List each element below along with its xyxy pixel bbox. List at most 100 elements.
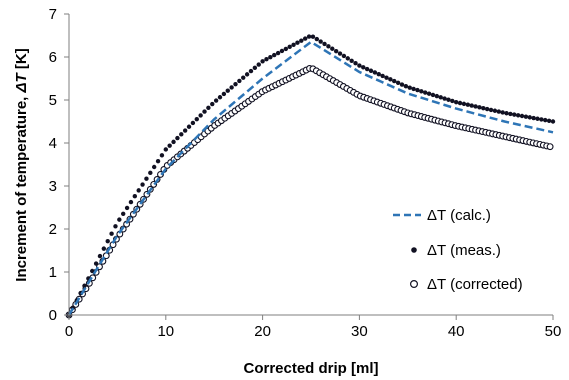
measured-point bbox=[488, 107, 494, 113]
measured-point bbox=[477, 105, 482, 110]
measured-point bbox=[461, 101, 467, 107]
measured-point bbox=[446, 97, 451, 102]
measured-point bbox=[167, 143, 172, 148]
measured-point bbox=[264, 57, 269, 62]
measured-point bbox=[291, 42, 296, 47]
y-tick-label: 7 bbox=[49, 6, 57, 23]
measured-point bbox=[275, 50, 281, 56]
measured-point bbox=[109, 231, 114, 236]
measured-point bbox=[202, 109, 207, 114]
measured-point bbox=[233, 81, 238, 87]
measured-point bbox=[244, 72, 250, 77]
measured-point bbox=[388, 77, 393, 82]
measured-point bbox=[372, 70, 378, 75]
measured-point bbox=[349, 58, 354, 63]
measured-point bbox=[546, 118, 552, 124]
measured-point bbox=[415, 87, 420, 93]
x-tick-label: 0 bbox=[65, 323, 73, 340]
measured-point bbox=[151, 164, 157, 170]
measured-point bbox=[136, 188, 141, 193]
measured-point bbox=[527, 115, 532, 120]
measured-point bbox=[144, 176, 149, 181]
measured-point bbox=[543, 117, 548, 123]
measured-point bbox=[229, 85, 234, 90]
measured-point bbox=[392, 78, 397, 84]
measured-point bbox=[256, 62, 261, 67]
measured-point bbox=[279, 48, 285, 54]
measured-point bbox=[357, 63, 362, 68]
measured-point bbox=[531, 115, 536, 121]
measured-point bbox=[186, 124, 192, 129]
measured-point bbox=[93, 261, 99, 266]
measured-point bbox=[283, 46, 289, 52]
measured-point bbox=[248, 68, 254, 74]
measured-point bbox=[179, 132, 184, 137]
measured-point bbox=[113, 224, 118, 229]
measured-point bbox=[361, 65, 366, 70]
measured-point bbox=[330, 46, 335, 51]
x-tick-label: 20 bbox=[254, 323, 271, 340]
measured-point bbox=[403, 84, 409, 89]
measured-point bbox=[333, 48, 339, 54]
measured-point bbox=[515, 113, 521, 118]
x-tick-label: 40 bbox=[448, 323, 465, 340]
measured-point bbox=[326, 44, 331, 49]
measured-point bbox=[260, 59, 265, 64]
measured-point bbox=[306, 34, 312, 39]
legend-meas-label: ΔT (meas.) bbox=[427, 242, 501, 259]
measured-point bbox=[550, 119, 556, 124]
y-tick-label: 5 bbox=[49, 92, 57, 109]
measured-point bbox=[442, 96, 447, 101]
measured-point bbox=[310, 34, 316, 39]
measured-point bbox=[128, 199, 134, 205]
y-tick-label: 2 bbox=[49, 221, 57, 238]
measured-point bbox=[90, 268, 95, 274]
legend-meas-swatch bbox=[411, 247, 417, 253]
measured-point bbox=[496, 109, 501, 114]
y-axis-title-symbol: ΔT bbox=[13, 71, 30, 93]
measured-point bbox=[299, 38, 304, 43]
measured-point bbox=[241, 75, 246, 80]
measured-point bbox=[221, 91, 227, 97]
measured-point bbox=[287, 44, 292, 50]
measured-point bbox=[341, 53, 347, 59]
tick-labels: 0 10 20 30 40 50 0 1 2 3 4 5 6 7 bbox=[49, 6, 562, 340]
measured-point bbox=[337, 51, 343, 56]
measured-point bbox=[190, 120, 196, 126]
measured-point bbox=[198, 113, 203, 118]
series-measured bbox=[66, 34, 556, 318]
measured-point bbox=[380, 73, 385, 79]
y-tick-label: 3 bbox=[49, 178, 57, 195]
measured-point bbox=[82, 283, 87, 288]
measured-point bbox=[407, 85, 412, 90]
measured-point bbox=[217, 95, 223, 100]
measured-point bbox=[345, 56, 350, 61]
measured-point bbox=[481, 105, 486, 111]
measured-point bbox=[268, 54, 273, 60]
measured-point bbox=[194, 116, 199, 122]
y-tick-label: 0 bbox=[49, 307, 57, 324]
measured-point bbox=[132, 194, 138, 199]
measured-point bbox=[314, 36, 320, 42]
measured-point bbox=[148, 170, 153, 176]
measured-point bbox=[140, 182, 145, 187]
y-axis-title-unit: [K] bbox=[13, 48, 30, 73]
measured-point bbox=[237, 78, 242, 84]
measured-point bbox=[97, 253, 103, 259]
measured-point bbox=[484, 106, 490, 112]
measured-point bbox=[353, 60, 358, 66]
measured-point bbox=[175, 135, 180, 141]
y-axis-title-prefix: Increment of temperature, bbox=[13, 93, 30, 282]
axes bbox=[64, 13, 554, 320]
measured-point bbox=[364, 66, 370, 72]
measured-point bbox=[206, 105, 211, 111]
measured-point bbox=[504, 111, 509, 116]
measured-point bbox=[295, 40, 300, 45]
plot-marks bbox=[65, 34, 556, 319]
y-tick-label: 1 bbox=[49, 264, 57, 281]
y-tick-label: 6 bbox=[49, 49, 57, 66]
measured-point bbox=[272, 52, 277, 58]
legend-corrected-label: ΔT (corrected) bbox=[427, 276, 523, 293]
x-axis-title: Corrected drip [ml] bbox=[243, 360, 378, 377]
